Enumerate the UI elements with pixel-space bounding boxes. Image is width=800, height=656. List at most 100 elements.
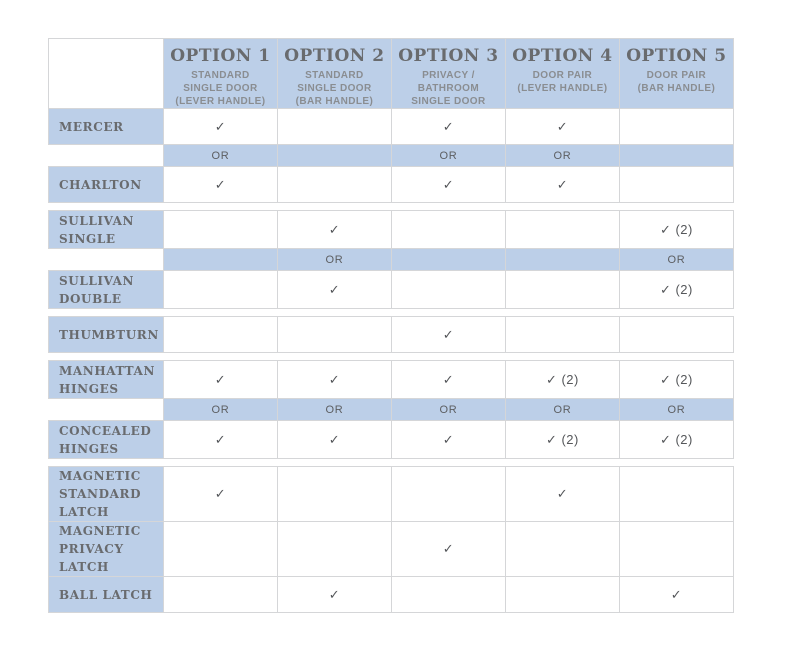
matrix-cell: ✓ — [162, 166, 278, 203]
matrix-cell — [276, 466, 392, 522]
matrix-cell — [162, 316, 278, 353]
or-cell: OR — [504, 398, 620, 421]
row-mercer: MERCER ✓ ✓ ✓ — [48, 108, 734, 145]
matrix-cell — [162, 576, 278, 613]
or-cell — [276, 144, 392, 167]
matrix-cell: ✓ — [276, 576, 392, 613]
matrix-cell: ✓ — [390, 108, 506, 145]
matrix-cell: ✓ — [504, 166, 620, 203]
matrix-cell — [504, 316, 620, 353]
matrix-cell: ✓ — [162, 466, 278, 522]
matrix-cell — [618, 316, 734, 353]
row-magnetic-standard-latch: MAGNETIC STANDARD LATCH ✓ ✓ — [48, 466, 734, 522]
matrix-cell: ✓ — [504, 108, 620, 145]
row-label-thumbturn: THUMBTURN — [48, 316, 164, 353]
matrix-cell — [162, 521, 278, 577]
or-cell: OR — [504, 144, 620, 167]
row-label-sullivan-double: SULLIVAN DOUBLE — [48, 270, 164, 309]
spacer-cell — [48, 202, 734, 211]
or-row-label-cell — [48, 144, 164, 167]
column-header-option-4: OPTION 4 DOOR PAIR (LEVER HANDLE) — [504, 38, 620, 109]
matrix-cell — [276, 521, 392, 577]
column-subtitle: PRIVACY / BATHROOM SINGLE DOOR — [411, 69, 486, 107]
matrix-cell — [504, 576, 620, 613]
or-cell: OR — [390, 398, 506, 421]
matrix-cell — [618, 166, 734, 203]
row-label-magnetic-privacy-latch: MAGNETIC PRIVACY LATCH — [48, 521, 164, 577]
row-label-manhattan-hinges: MANHATTAN HINGES — [48, 360, 164, 399]
matrix-cell: ✓ — [618, 576, 734, 613]
or-cell: OR — [276, 398, 392, 421]
or-cell: OR — [390, 144, 506, 167]
matrix-cell — [276, 166, 392, 203]
column-title: OPTION 1 — [170, 46, 271, 66]
matrix-cell — [276, 316, 392, 353]
matrix-cell — [390, 466, 506, 522]
matrix-cell — [390, 210, 506, 249]
or-cell — [618, 144, 734, 167]
section-spacer — [48, 352, 734, 361]
row-label-charlton: CHARLTON — [48, 166, 164, 203]
or-row: OR OR OR OR OR — [48, 398, 734, 421]
column-title: OPTION 3 — [398, 46, 499, 66]
row-label-sullivan-single: SULLIVAN SINGLE — [48, 210, 164, 249]
row-manhattan-hinges: MANHATTAN HINGES ✓ ✓ ✓ ✓ (2) ✓ (2) — [48, 360, 734, 399]
matrix-cell — [618, 108, 734, 145]
or-cell — [390, 248, 506, 271]
matrix-cell: ✓ — [390, 360, 506, 399]
or-row: OR OR — [48, 248, 734, 271]
or-row-label-cell — [48, 398, 164, 421]
column-title: OPTION 2 — [284, 46, 385, 66]
matrix-cell — [618, 521, 734, 577]
row-thumbturn: THUMBTURN ✓ — [48, 316, 734, 353]
matrix-body: MERCER ✓ ✓ ✓ OR OR OR CHARLTON ✓ ✓ ✓ SULLIVAN SINGL… — [48, 108, 734, 613]
column-header-option-1: OPTION 1 STANDARD SINGLE DOOR (LEVER HAND… — [162, 38, 278, 109]
matrix-cell: ✓ — [162, 360, 278, 399]
row-label-mercer: MERCER — [48, 108, 164, 145]
matrix-cell: ✓ — [276, 360, 392, 399]
matrix-cell — [504, 210, 620, 249]
matrix-cell: ✓ — [390, 521, 506, 577]
matrix-cell: ✓ (2) — [618, 210, 734, 249]
or-row: OR OR OR — [48, 144, 734, 167]
column-subtitle: STANDARD SINGLE DOOR (BAR HANDLE) — [295, 69, 374, 107]
or-cell — [162, 248, 278, 271]
column-header-option-5: OPTION 5 DOOR PAIR (BAR HANDLE) — [618, 38, 734, 109]
matrix-cell: ✓ — [504, 466, 620, 522]
matrix-cell: ✓ — [276, 270, 392, 309]
column-subtitle: DOOR PAIR (LEVER HANDLE) — [517, 69, 608, 94]
column-subtitle: STANDARD SINGLE DOOR (LEVER HANDLE) — [175, 69, 266, 107]
row-ball-latch: BALL LATCH ✓ ✓ — [48, 576, 734, 613]
matrix-cell: ✓ — [162, 420, 278, 459]
row-label-concealed-hinges: CONCEALED HINGES — [48, 420, 164, 459]
matrix-cell: ✓ (2) — [618, 420, 734, 459]
matrix-header: OPTION 1 STANDARD SINGLE DOOR (LEVER HAND… — [48, 38, 734, 109]
door-options-matrix: OPTION 1 STANDARD SINGLE DOOR (LEVER HAND… — [48, 38, 734, 613]
row-charlton: CHARLTON ✓ ✓ ✓ — [48, 166, 734, 203]
section-spacer — [48, 308, 734, 317]
or-cell: OR — [618, 398, 734, 421]
matrix-cell: ✓ (2) — [618, 270, 734, 309]
column-title: OPTION 4 — [512, 46, 613, 66]
column-header-option-2: OPTION 2 STANDARD SINGLE DOOR (BAR HANDLE… — [276, 38, 392, 109]
corner-cell — [48, 38, 164, 109]
matrix-cell — [276, 108, 392, 145]
or-cell: OR — [618, 248, 734, 271]
or-cell: OR — [162, 398, 278, 421]
or-row-label-cell — [48, 248, 164, 271]
row-label-ball-latch: BALL LATCH — [48, 576, 164, 613]
spacer-cell — [48, 352, 734, 361]
matrix-cell: ✓ — [276, 420, 392, 459]
column-title: OPTION 5 — [626, 46, 727, 66]
row-sullivan-double: SULLIVAN DOUBLE ✓ ✓ (2) — [48, 270, 734, 309]
row-concealed-hinges: CONCEALED HINGES ✓ ✓ ✓ ✓ (2) ✓ (2) — [48, 420, 734, 459]
matrix-cell — [390, 270, 506, 309]
matrix-cell: ✓ — [162, 108, 278, 145]
matrix-cell — [162, 270, 278, 309]
matrix-cell — [618, 466, 734, 522]
matrix-cell: ✓ — [390, 420, 506, 459]
spacer-cell — [48, 308, 734, 317]
matrix-cell: ✓ — [390, 166, 506, 203]
matrix-cell: ✓ — [390, 316, 506, 353]
